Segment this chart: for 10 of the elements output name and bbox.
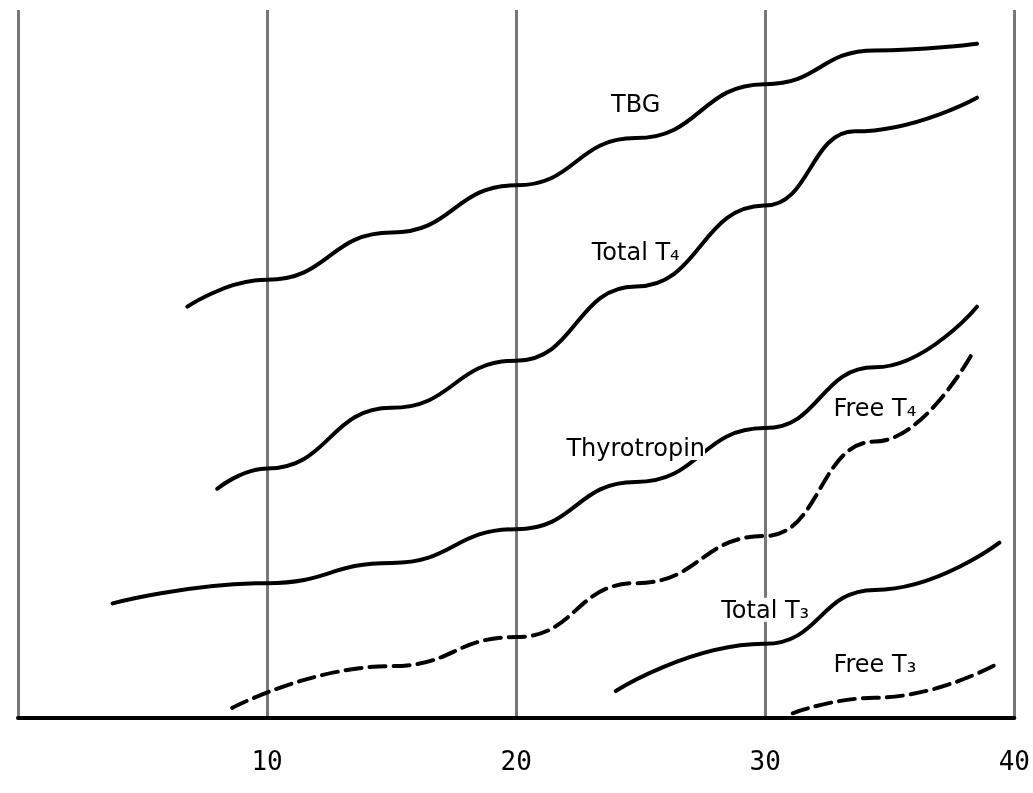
series-label: Total T₄	[590, 238, 680, 267]
x-tick-label: 30	[749, 746, 781, 776]
x-tick-label: 40	[998, 746, 1030, 776]
series-label: Free T₄	[833, 393, 917, 422]
x-tick-label: 20	[500, 746, 532, 776]
x-tick-label: 10	[251, 746, 283, 776]
series-label: TBG	[610, 90, 661, 119]
series-label: Free T₃	[833, 649, 917, 678]
series-label: Total T₃	[720, 595, 810, 624]
series-label: Thyrotropin	[565, 434, 706, 462]
